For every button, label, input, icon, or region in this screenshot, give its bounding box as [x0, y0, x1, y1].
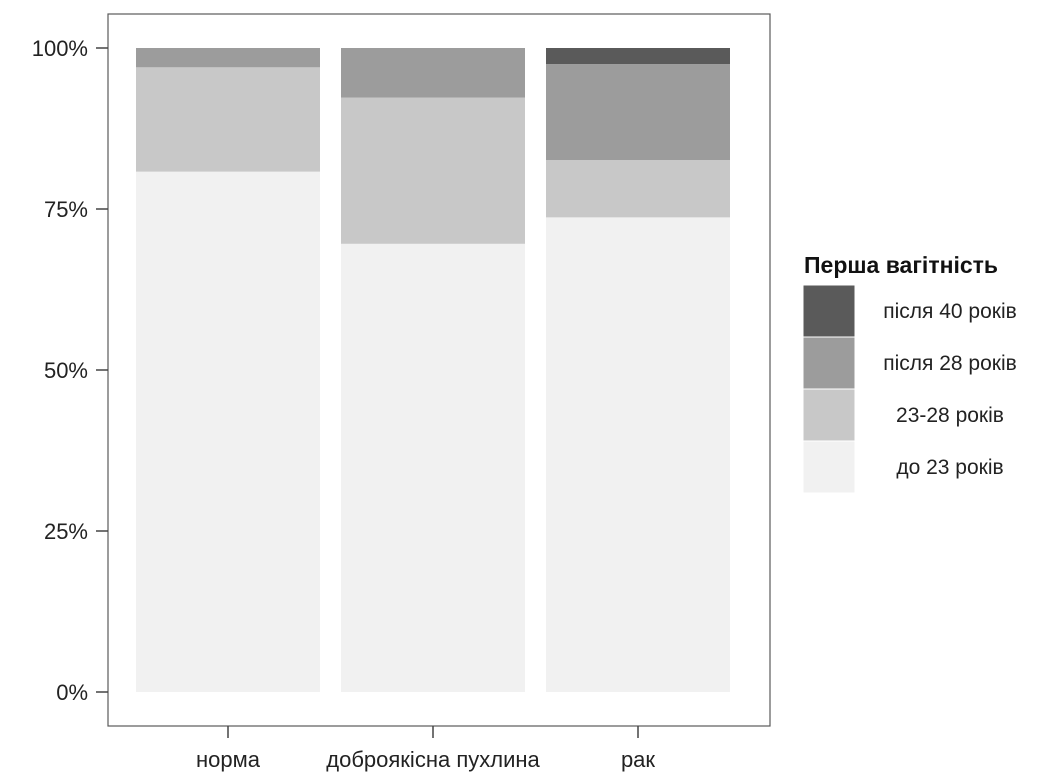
x-tick-label: рак — [621, 747, 655, 772]
bar-segment-1-2 — [136, 67, 320, 172]
legend: Перша вагітність після 40 років після 28 … — [802, 252, 1017, 494]
x-axis: норма доброякісна пухлина рак — [196, 726, 655, 772]
x-tick-label: норма — [196, 747, 261, 772]
legend-title: Перша вагітність — [804, 252, 998, 278]
bar-segment-3-2 — [546, 160, 730, 218]
legend-label: до 23 років — [896, 456, 1003, 479]
bar-segment-2-1 — [341, 243, 525, 692]
bar-segment-2-3 — [341, 48, 525, 98]
bar-segment-3-4 — [546, 48, 730, 65]
bar-segment-3-1 — [546, 217, 730, 692]
y-tick-label: 100% — [32, 36, 88, 61]
y-tick-label: 0% — [56, 680, 88, 705]
legend-swatch — [802, 440, 856, 494]
legend-label: після 28 років — [883, 352, 1017, 375]
bar-segment-2-2 — [341, 97, 525, 244]
bar-segment-1-1 — [136, 171, 320, 692]
legend-label: після 40 років — [883, 300, 1017, 323]
bar-segment-1-3 — [136, 48, 320, 68]
bars-group — [136, 48, 730, 692]
legend-swatch — [802, 336, 856, 390]
legend-swatch — [802, 284, 856, 338]
x-tick-label: доброякісна пухлина — [326, 747, 540, 772]
y-tick-label: 50% — [44, 358, 88, 383]
plot-area: 0% 25% 50% 75% 100% норма доброякісна пухлина… — [32, 13, 771, 772]
legend-label: 23-28 років — [896, 404, 1004, 427]
legend-swatch — [802, 388, 856, 442]
legend-items: після 40 років після 28 років 23-28 років д… — [802, 284, 1017, 494]
y-axis: 0% 25% 50% 75% 100% — [32, 36, 108, 705]
bar-segment-3-3 — [546, 64, 730, 161]
y-tick-label: 75% — [44, 197, 88, 222]
y-tick-label: 25% — [44, 519, 88, 544]
